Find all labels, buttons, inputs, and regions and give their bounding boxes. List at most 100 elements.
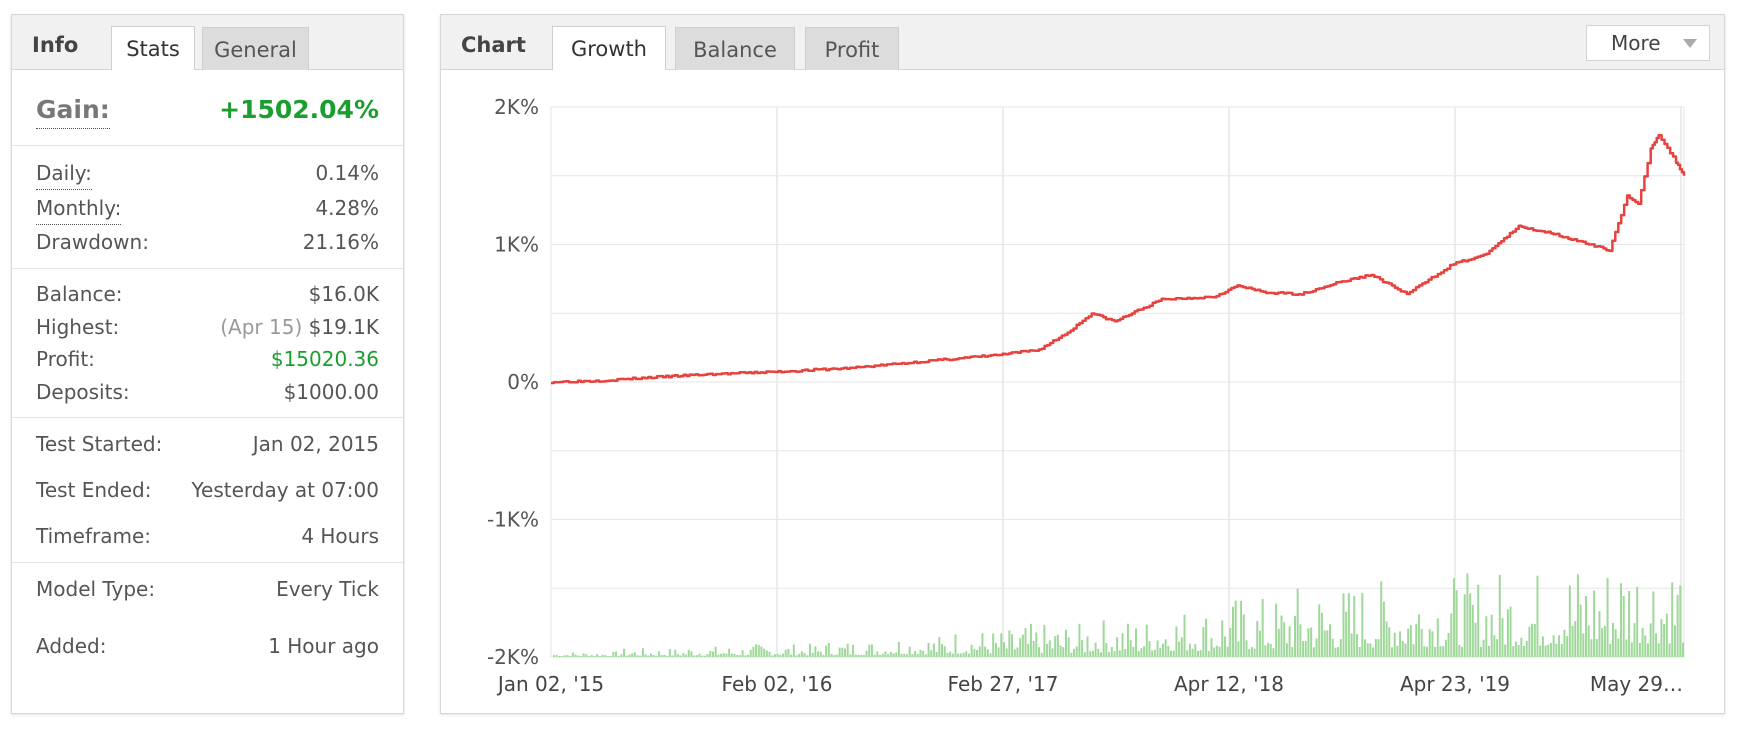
volume-bar — [1121, 633, 1124, 657]
volume-bar — [652, 655, 655, 657]
tab-stats[interactable]: Stats — [111, 26, 195, 70]
volume-bar — [984, 646, 987, 657]
volume-bar — [1021, 634, 1024, 657]
volume-bar — [1396, 645, 1399, 657]
volume-bar — [1533, 624, 1536, 657]
volume-bar — [623, 648, 626, 657]
growth-chart[interactable]: 2K% 1K% 0% -1K% -2K% Jan 02, '15 Feb 02, '16 Fe… — [441, 70, 1724, 713]
volume-bar — [1126, 623, 1129, 657]
volume-bar — [612, 651, 615, 657]
monthly-label[interactable]: Monthly: — [36, 193, 122, 225]
volume-bar — [782, 653, 785, 657]
volume-bar — [914, 651, 917, 657]
volume-bar — [1073, 648, 1076, 657]
tab-balance[interactable]: Balance — [675, 27, 795, 70]
deposits-label: Deposits: — [36, 380, 130, 404]
volume-bar — [1657, 643, 1660, 657]
volume-bar — [1601, 628, 1604, 657]
volume-bar — [1552, 635, 1555, 657]
volume-bar — [1046, 643, 1049, 657]
volume-bar — [1164, 639, 1167, 657]
volume-bar — [1264, 645, 1267, 657]
volume-bar — [1463, 594, 1466, 657]
volume-bar — [1105, 643, 1108, 657]
balance-value: $16.0K — [308, 282, 379, 306]
volume-bar — [1509, 606, 1512, 657]
volume-bar — [1029, 623, 1032, 657]
volume-bar — [1124, 649, 1127, 657]
volume-bar — [1566, 636, 1569, 657]
volume-bar — [967, 653, 970, 657]
volume-bar — [1663, 624, 1666, 657]
volume-bar — [981, 633, 984, 657]
volume-bar — [674, 649, 677, 657]
volume-bar — [682, 653, 685, 657]
tab-profit[interactable]: Profit — [805, 27, 899, 70]
volume-bar — [1277, 628, 1280, 657]
volume-bar — [1514, 641, 1517, 657]
volume-bar — [1129, 639, 1132, 657]
volume-bar — [1140, 648, 1143, 657]
volume-bar — [1043, 624, 1046, 657]
volume-bar — [1388, 627, 1391, 657]
volume-bar — [1482, 639, 1485, 657]
volume-bar — [1452, 578, 1455, 657]
volume-bar — [555, 654, 558, 657]
volume-bar — [639, 655, 642, 657]
chevron-down-icon — [1683, 39, 1697, 48]
y-tick-label: -2K% — [487, 645, 539, 669]
volume-bar — [881, 653, 884, 657]
volume-bar — [1409, 625, 1412, 657]
y-tick-label: 2K% — [494, 95, 539, 119]
volume-bar — [593, 656, 596, 657]
volume-bar — [1439, 646, 1442, 657]
volume-bar — [1240, 600, 1243, 657]
volume-bar — [749, 649, 752, 657]
volume-bar — [647, 655, 650, 657]
volume-bar — [973, 648, 976, 657]
volume-bar — [1232, 606, 1235, 657]
volume-bar — [582, 653, 585, 657]
volume-bar — [1655, 633, 1658, 657]
daily-label[interactable]: Daily: — [36, 158, 92, 190]
volume-bar — [695, 655, 698, 657]
volume-bar — [1504, 644, 1507, 657]
volume-bar — [752, 646, 755, 657]
volume-bar — [1434, 646, 1437, 657]
volume-bar — [709, 651, 712, 657]
volume-bar — [1455, 590, 1458, 657]
volume-bar — [943, 646, 946, 657]
volume-bar — [924, 654, 927, 657]
volume-bar — [1008, 630, 1011, 657]
volume-bar — [825, 645, 828, 657]
volume-bar — [1442, 646, 1445, 657]
divider — [12, 268, 403, 269]
gain-label[interactable]: Gain: — [36, 93, 110, 129]
volume-bar — [644, 654, 647, 657]
daily-value: 0.14% — [315, 161, 379, 185]
chart-title: Chart — [461, 33, 526, 57]
volume-bar — [897, 641, 900, 657]
volume-bar — [1423, 646, 1426, 657]
volume-bar — [625, 655, 628, 657]
volume-bar — [606, 656, 609, 657]
y-tick-label: 0% — [507, 370, 539, 394]
info-title: Info — [32, 33, 79, 57]
volume-bar — [1040, 652, 1043, 657]
volume-bar — [922, 650, 925, 657]
volume-bar — [887, 654, 890, 657]
volume-bar — [1250, 647, 1253, 657]
volume-bar — [1307, 628, 1310, 657]
volume-bar — [1143, 646, 1146, 657]
volume-bar — [1609, 643, 1612, 657]
more-dropdown[interactable]: More — [1586, 25, 1710, 61]
tab-growth[interactable]: Growth — [552, 26, 666, 70]
volume-bar — [1089, 651, 1092, 657]
volume-bar — [1118, 650, 1121, 657]
tab-general[interactable]: General — [202, 27, 309, 70]
volume-bar — [957, 653, 960, 657]
test-ended-row: Test Ended: Yesterday at 07:00 — [36, 475, 379, 505]
volume-bar — [884, 651, 887, 657]
volume-bar — [1258, 630, 1261, 657]
volume-bar — [1145, 624, 1148, 657]
